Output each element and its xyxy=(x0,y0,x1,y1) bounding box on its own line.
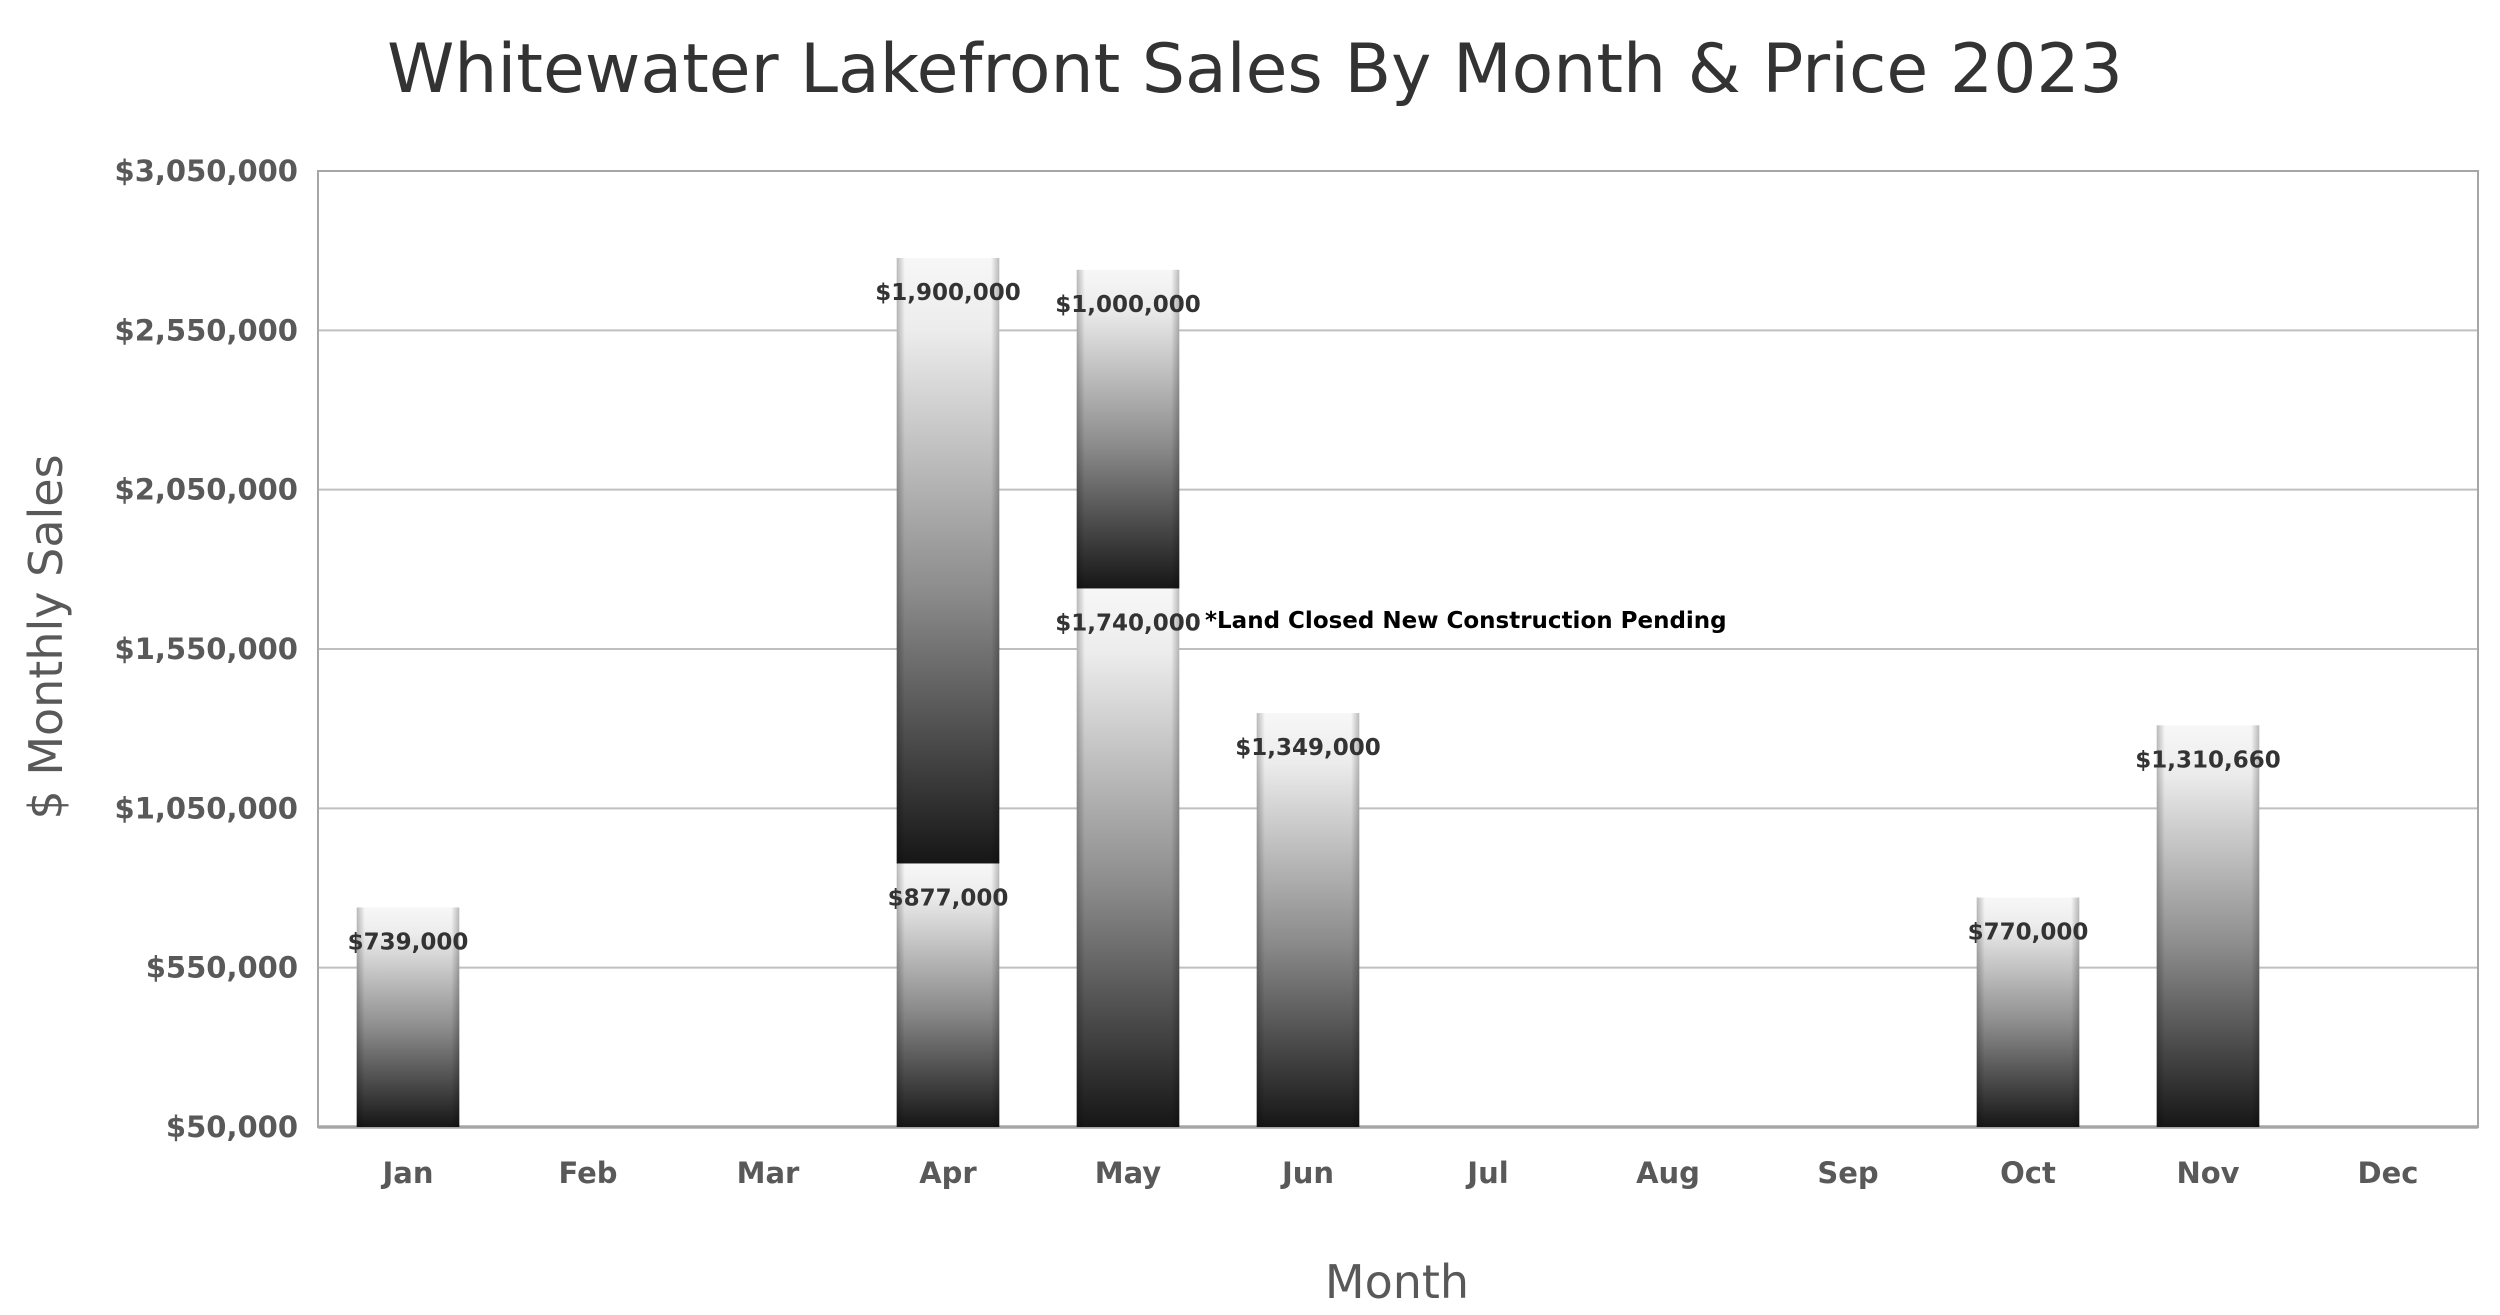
plot-area-border xyxy=(317,170,2479,1128)
bar xyxy=(1976,897,2080,1127)
data-label: $1,740,000 xyxy=(1055,610,1201,636)
bar xyxy=(1076,588,1180,1127)
data-label: $1,310,660 xyxy=(2135,747,2281,773)
y-tick-label: $550,000 xyxy=(146,951,298,985)
x-tick-label: Jul xyxy=(1465,1156,1508,1190)
bar xyxy=(1256,713,1360,1127)
bar-shade xyxy=(896,257,1000,864)
bar xyxy=(356,907,460,1127)
data-label: $1,000,000 xyxy=(1055,292,1201,318)
x-tick-label: Mar xyxy=(737,1156,800,1190)
bars xyxy=(356,257,2260,1127)
bar xyxy=(2156,725,2260,1127)
y-tick-label: $1,550,000 xyxy=(115,632,298,666)
data-label: $739,000 xyxy=(348,929,469,955)
bar xyxy=(896,257,1000,864)
x-tick-label: Dec xyxy=(2358,1156,2419,1190)
bar xyxy=(1076,269,1180,589)
y-tick-label: $3,050,000 xyxy=(115,154,298,188)
y-axis: $50,000 $550,000 $1,050,000 $1,550,000 $2,05… xyxy=(115,154,298,1144)
bar-shade xyxy=(1256,713,1360,1127)
y-tick-label: $50,000 xyxy=(166,1110,298,1144)
data-label: $877,000 xyxy=(888,885,1009,911)
bar-shade xyxy=(1976,897,2080,1127)
bar-shade xyxy=(1076,269,1180,589)
y-tick-label: $1,050,000 xyxy=(115,791,298,825)
x-tick-label: May xyxy=(1095,1156,1162,1190)
chart-title: Whitewater Lakefront Sales By Month & Pr… xyxy=(387,30,2123,109)
annotation-note: *Land Closed New Construction Pending xyxy=(1205,608,1727,634)
x-tick-label: Oct xyxy=(2000,1156,2056,1190)
x-axis: Jan Feb Mar Apr May Jun Jul Aug Sep Oct Nov Dec xyxy=(380,1156,2418,1190)
x-tick-label: Sep xyxy=(1817,1156,1878,1190)
x-axis-title: Month xyxy=(1325,1255,1469,1309)
data-labels: $739,000 $877,000 $1,900,000 $1,740,000 $1,0… xyxy=(348,280,2281,955)
x-tick-label: Feb xyxy=(558,1156,617,1190)
y-tick-label: $2,550,000 xyxy=(115,313,298,347)
data-label: $1,900,000 xyxy=(875,280,1021,306)
bar-shade xyxy=(2156,725,2260,1127)
x-tick-label: Apr xyxy=(919,1156,977,1190)
bar-shade xyxy=(356,907,460,1127)
x-tick-label: Nov xyxy=(2176,1156,2239,1190)
gridlines xyxy=(318,170,2478,1129)
x-tick-label: Jan xyxy=(380,1156,433,1190)
y-axis-title: $ Monthly Sales xyxy=(19,454,73,819)
data-label: $770,000 xyxy=(1968,920,2089,946)
data-label: $1,349,000 xyxy=(1235,735,1381,761)
bar-shade xyxy=(1076,588,1180,1127)
bar-shade xyxy=(896,863,1000,1127)
x-tick-label: Jun xyxy=(1280,1156,1334,1190)
x-tick-label: Aug xyxy=(1636,1156,1700,1190)
y-tick-label: $2,050,000 xyxy=(115,473,298,507)
bar xyxy=(896,863,1000,1127)
